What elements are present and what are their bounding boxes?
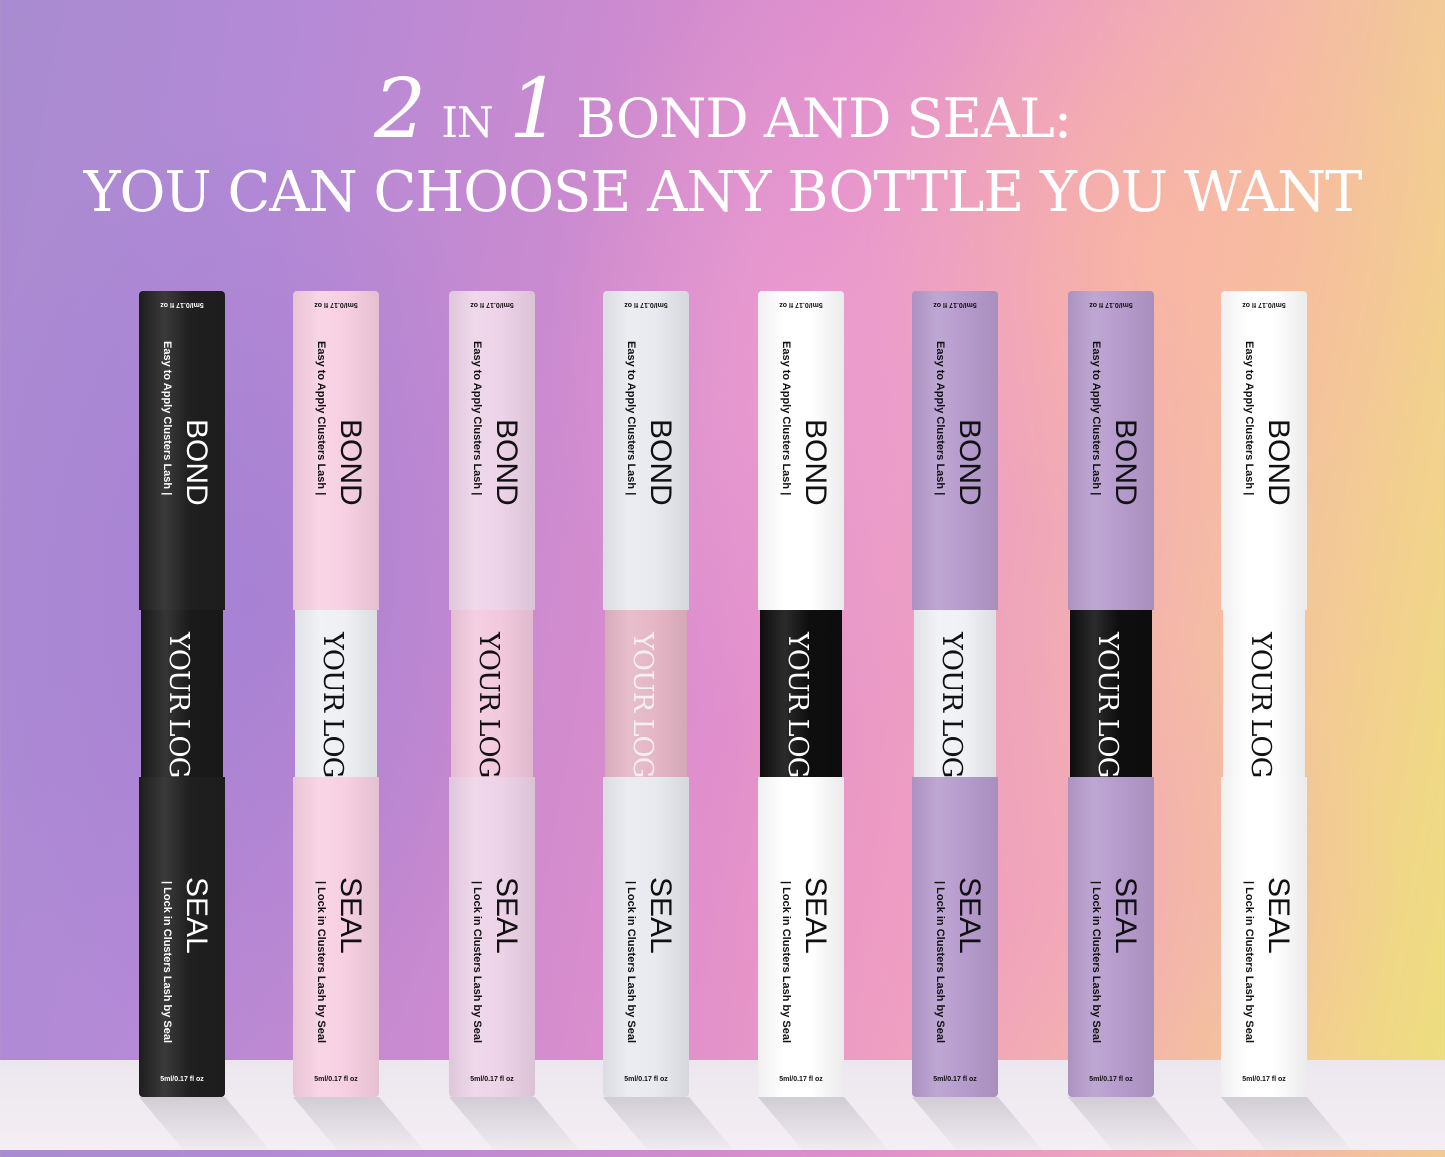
bond-subtitle: Easy to Apply Clusters Lash | xyxy=(161,341,173,496)
bond-subtitle: Easy to Apply Clusters Lash | xyxy=(471,341,483,496)
logo-text: YOUR LOGO xyxy=(317,632,348,777)
headline-line-2: YOU CAN CHOOSE ANY BOTTLE YOU WANT xyxy=(83,160,1363,225)
bond-size-label: 5ml/0.17 fl oz xyxy=(314,301,358,308)
seal-section: SEAL | Lock in Clusters Lash by Seal 5ml… xyxy=(912,777,998,1097)
bond-title: BOND xyxy=(1262,419,1295,506)
seal-title: SEAL xyxy=(953,877,986,954)
seal-title: SEAL xyxy=(799,877,832,954)
bond-size-label: 5ml/0.17 fl oz xyxy=(470,301,514,308)
bond-section: 5ml/0.17 fl oz BOND Easy to Apply Cluste… xyxy=(139,291,225,610)
seal-size-label: 5ml/0.17 fl oz xyxy=(160,1076,204,1083)
seal-subtitle: | Lock in Clusters Lash by Seal xyxy=(471,881,483,1044)
bottle-8: 5ml/0.17 fl oz BOND Easy to Apply Cluste… xyxy=(1221,291,1307,1097)
bond-title: BOND xyxy=(799,419,832,506)
logo-text: YOUR LOGO xyxy=(936,632,967,777)
bond-title: BOND xyxy=(953,419,986,506)
seal-size-label: 5ml/0.17 fl oz xyxy=(624,1076,668,1083)
logo-text: YOUR LOGO xyxy=(1245,632,1276,777)
seal-title: SEAL xyxy=(180,877,213,954)
bond-subtitle: Easy to Apply Clusters Lash | xyxy=(625,341,637,496)
bottle-6: 5ml/0.17 fl oz BOND Easy to Apply Cluste… xyxy=(912,291,998,1097)
logo-text: YOUR LOGO xyxy=(627,632,658,777)
headline-rest: BOND AND SEAL: xyxy=(576,87,1072,150)
bond-title: BOND xyxy=(180,419,213,506)
bond-subtitle: Easy to Apply Clusters Lash | xyxy=(1243,341,1255,496)
logo-cap: YOUR LOGO xyxy=(605,610,687,777)
seal-subtitle: | Lock in Clusters Lash by Seal xyxy=(625,881,637,1044)
seal-section: SEAL | Lock in Clusters Lash by Seal 5ml… xyxy=(449,777,535,1097)
logo-text: YOUR LOGO xyxy=(473,632,504,777)
bond-title: BOND xyxy=(334,419,367,506)
logo-text: YOUR LOGO xyxy=(782,632,813,777)
seal-title: SEAL xyxy=(644,877,677,954)
bond-size-label: 5ml/0.17 fl oz xyxy=(779,301,823,308)
bond-size-label: 5ml/0.17 fl oz xyxy=(1089,301,1133,308)
seal-section: SEAL | Lock in Clusters Lash by Seal 5ml… xyxy=(1068,777,1154,1097)
bond-section: 5ml/0.17 fl oz BOND Easy to Apply Cluste… xyxy=(1221,291,1307,610)
logo-cap: YOUR LOGO xyxy=(295,610,377,777)
seal-subtitle: | Lock in Clusters Lash by Seal xyxy=(780,881,792,1044)
seal-title: SEAL xyxy=(1109,877,1142,954)
seal-size-label: 5ml/0.17 fl oz xyxy=(933,1076,977,1083)
bond-title: BOND xyxy=(490,419,523,506)
bond-size-label: 5ml/0.17 fl oz xyxy=(160,301,204,308)
seal-size-label: 5ml/0.17 fl oz xyxy=(1089,1076,1133,1083)
bond-size-label: 5ml/0.17 fl oz xyxy=(933,301,977,308)
logo-cap: YOUR LOGO xyxy=(141,610,223,777)
headline-line-1: 2 IN 1 BOND AND SEAL: xyxy=(0,62,1445,157)
seal-size-label: 5ml/0.17 fl oz xyxy=(470,1076,514,1083)
seal-section: SEAL | Lock in Clusters Lash by Seal 5ml… xyxy=(758,777,844,1097)
bond-section: 5ml/0.17 fl oz BOND Easy to Apply Cluste… xyxy=(758,291,844,610)
seal-size-label: 5ml/0.17 fl oz xyxy=(779,1076,823,1083)
bond-subtitle: Easy to Apply Clusters Lash | xyxy=(1090,341,1102,496)
logo-cap: YOUR LOGO xyxy=(914,610,996,777)
bond-section: 5ml/0.17 fl oz BOND Easy to Apply Cluste… xyxy=(293,291,379,610)
seal-title: SEAL xyxy=(334,877,367,954)
floor-surface xyxy=(0,1060,1445,1150)
seal-section: SEAL | Lock in Clusters Lash by Seal 5ml… xyxy=(139,777,225,1097)
bottle-3: 5ml/0.17 fl oz BOND Easy to Apply Cluste… xyxy=(449,291,535,1097)
seal-section: SEAL | Lock in Clusters Lash by Seal 5ml… xyxy=(293,777,379,1097)
bottle-4: 5ml/0.17 fl oz BOND Easy to Apply Cluste… xyxy=(603,291,689,1097)
seal-title: SEAL xyxy=(490,877,523,954)
logo-cap: YOUR LOGO xyxy=(1223,610,1305,777)
bond-size-label: 5ml/0.17 fl oz xyxy=(624,301,668,308)
headline-number-1: 1 xyxy=(508,62,561,157)
bond-title: BOND xyxy=(1109,419,1142,506)
bond-section: 5ml/0.17 fl oz BOND Easy to Apply Cluste… xyxy=(603,291,689,610)
logo-cap: YOUR LOGO xyxy=(760,610,842,777)
bond-subtitle: Easy to Apply Clusters Lash | xyxy=(315,341,327,496)
bottle-7: 5ml/0.17 fl oz BOND Easy to Apply Cluste… xyxy=(1068,291,1154,1097)
seal-section: SEAL | Lock in Clusters Lash by Seal 5ml… xyxy=(1221,777,1307,1097)
seal-subtitle: | Lock in Clusters Lash by Seal xyxy=(161,881,173,1044)
bottle-2: 5ml/0.17 fl oz BOND Easy to Apply Cluste… xyxy=(293,291,379,1097)
bond-section: 5ml/0.17 fl oz BOND Easy to Apply Cluste… xyxy=(1068,291,1154,610)
bottle-1: 5ml/0.17 fl oz BOND Easy to Apply Cluste… xyxy=(139,291,225,1097)
seal-subtitle: | Lock in Clusters Lash by Seal xyxy=(1090,881,1102,1044)
bond-section: 5ml/0.17 fl oz BOND Easy to Apply Cluste… xyxy=(449,291,535,610)
headline-in: IN xyxy=(441,98,493,147)
bond-size-label: 5ml/0.17 fl oz xyxy=(1242,301,1286,308)
seal-title: SEAL xyxy=(1262,877,1295,954)
logo-text: YOUR LOGO xyxy=(1092,632,1123,777)
seal-subtitle: | Lock in Clusters Lash by Seal xyxy=(315,881,327,1044)
logo-cap: YOUR LOGO xyxy=(451,610,533,777)
seal-subtitle: | Lock in Clusters Lash by Seal xyxy=(1243,881,1255,1044)
bond-title: BOND xyxy=(644,419,677,506)
seal-subtitle: | Lock in Clusters Lash by Seal xyxy=(934,881,946,1044)
seal-size-label: 5ml/0.17 fl oz xyxy=(314,1076,358,1083)
bond-section: 5ml/0.17 fl oz BOND Easy to Apply Cluste… xyxy=(912,291,998,610)
seal-section: SEAL | Lock in Clusters Lash by Seal 5ml… xyxy=(603,777,689,1097)
seal-size-label: 5ml/0.17 fl oz xyxy=(1242,1076,1286,1083)
headline-number-2: 2 xyxy=(373,62,426,157)
bond-subtitle: Easy to Apply Clusters Lash | xyxy=(780,341,792,496)
bottle-5: 5ml/0.17 fl oz BOND Easy to Apply Cluste… xyxy=(758,291,844,1097)
logo-cap: YOUR LOGO xyxy=(1070,610,1152,777)
bond-subtitle: Easy to Apply Clusters Lash | xyxy=(934,341,946,496)
logo-text: YOUR LOGO xyxy=(163,632,194,777)
